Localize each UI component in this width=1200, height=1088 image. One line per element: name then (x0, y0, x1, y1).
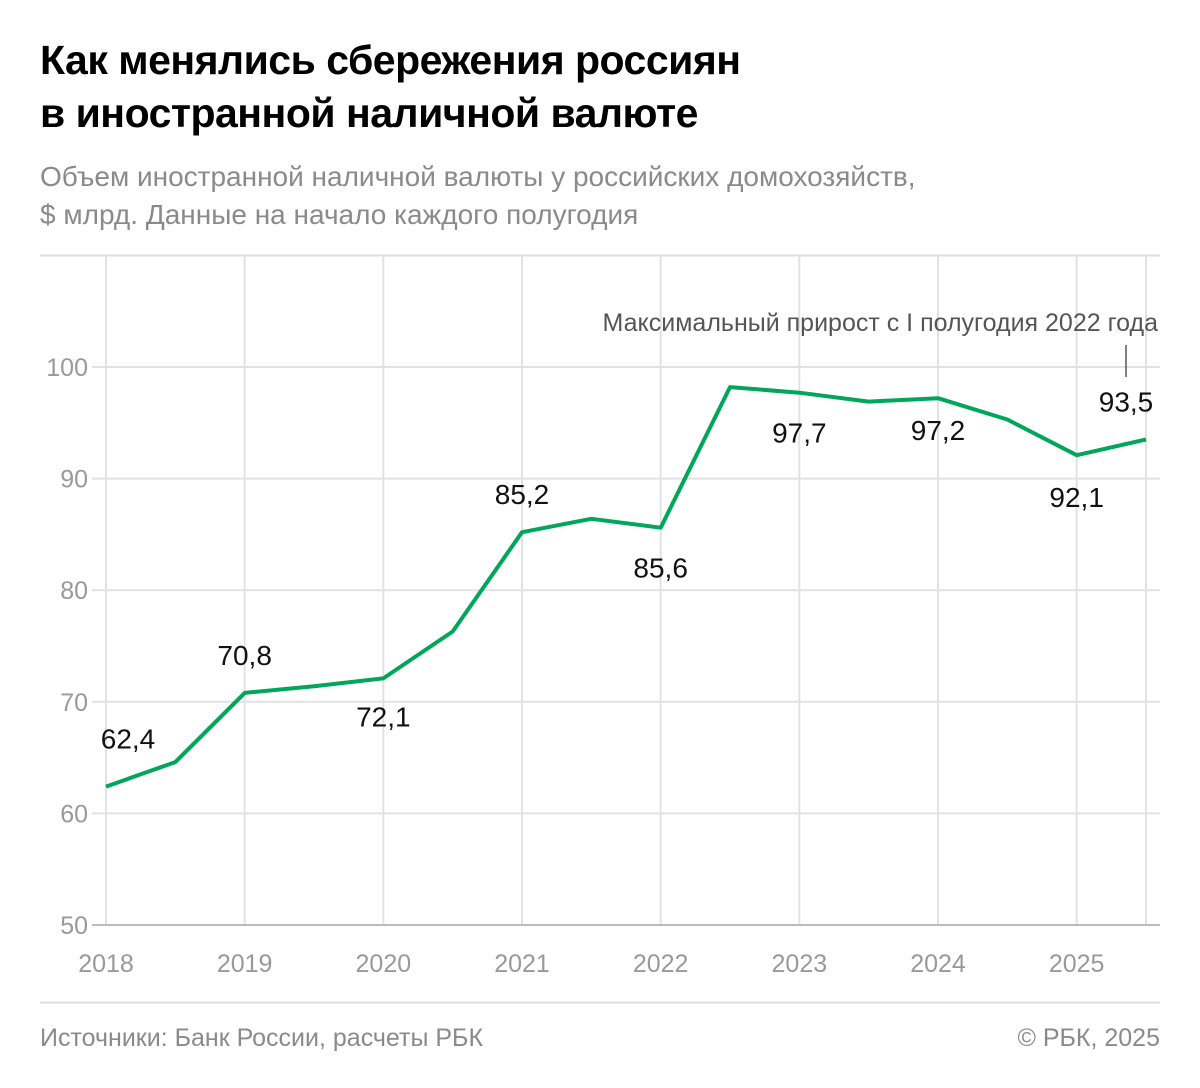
y-tick-label: 60 (60, 800, 88, 828)
data-label: 92,1 (1049, 482, 1104, 513)
title-line: в иностранной наличной валюте (40, 90, 698, 136)
x-tick-label: 2024 (910, 950, 966, 978)
subtitle-line: Объем иностранной наличной валюты у росс… (40, 161, 916, 192)
data-label: 70,8 (217, 640, 272, 671)
x-tick-label: 2023 (772, 950, 828, 978)
annotation-text: Максимальный прирост с I полугодия 2022 … (603, 309, 1159, 337)
chart-title: Как менялись сбережения россиян в иностр… (40, 34, 741, 140)
subtitle-line: $ млрд. Данные на начало каждого полугод… (40, 199, 639, 230)
y-tick-label: 100 (46, 354, 88, 382)
data-label: 93,5 (1099, 387, 1154, 418)
data-label: 85,6 (633, 553, 688, 584)
data-label: 85,2 (495, 479, 550, 510)
title-line: Как менялись сбережения россиян (40, 37, 741, 83)
x-tick-label: 2019 (217, 950, 273, 978)
y-tick-label: 70 (60, 689, 88, 717)
data-label: 62,4 (101, 724, 156, 755)
y-tick-label: 90 (60, 466, 88, 494)
y-tick-label: 80 (60, 577, 88, 605)
data-label: 97,7 (772, 418, 827, 449)
x-tick-label: 2021 (494, 950, 550, 978)
x-tick-label: 2020 (356, 950, 412, 978)
copyright: © РБК, 2025 (1017, 1024, 1160, 1052)
source-note: Источники: Банк России, расчеты РБК (40, 1024, 484, 1052)
x-tick-label: 2018 (78, 950, 134, 978)
y-tick-label: 50 (60, 912, 88, 940)
x-tick-label: 2025 (1049, 950, 1105, 978)
x-tick-label: 2022 (633, 950, 689, 978)
series-line (105, 385, 1147, 789)
data-label: 72,1 (356, 701, 411, 732)
data-label: 97,2 (911, 415, 966, 446)
chart-subtitle: Объем иностранной наличной валюты у росс… (40, 158, 916, 234)
